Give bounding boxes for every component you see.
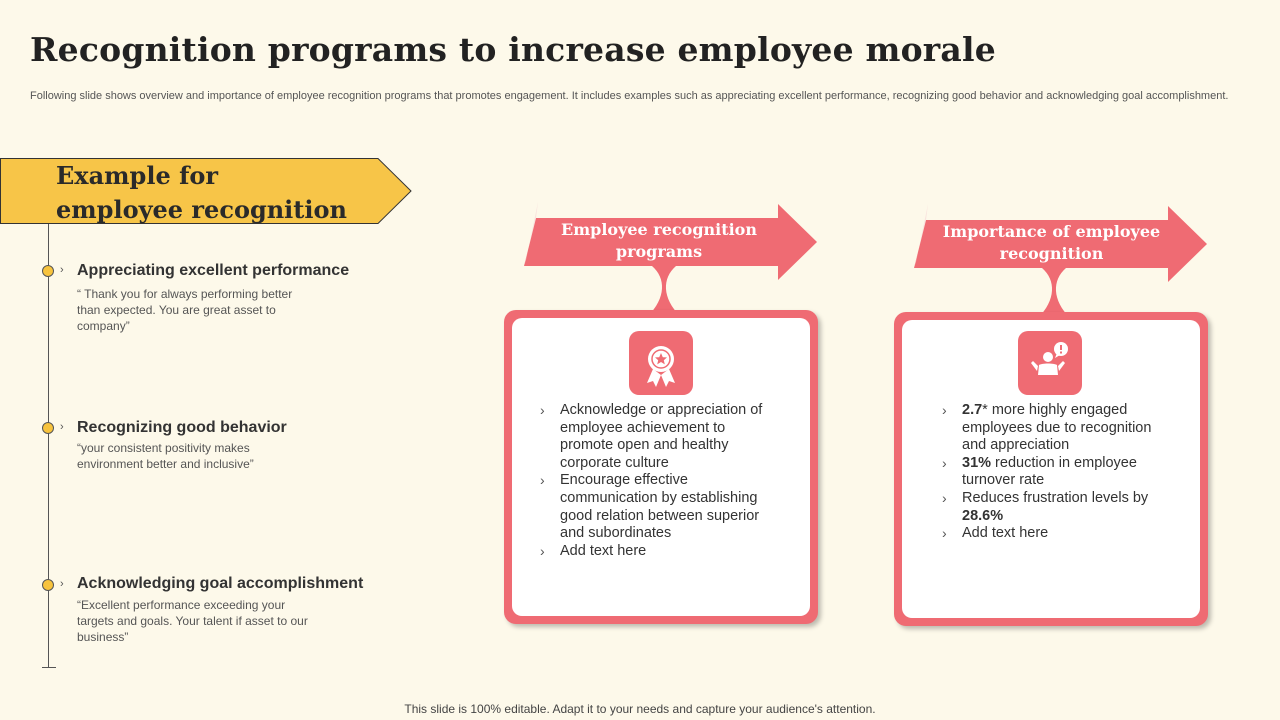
card-connector xyxy=(1038,268,1070,318)
timeline-dot xyxy=(42,265,54,277)
card-arrow-shape xyxy=(914,204,1207,282)
card-title: Employee recognition programs xyxy=(561,220,757,261)
timeline-quote: “Excellent performance exceeding your ta… xyxy=(77,598,308,644)
timeline-dot xyxy=(42,422,54,434)
timeline-heading: Acknowledging goal accomplishment xyxy=(77,575,364,592)
list-item: › Add text here xyxy=(540,542,647,559)
card-recognition-programs: Employee recognition programs › Acknowled… xyxy=(504,200,824,630)
list-item: › Acknowledge or appreciation of employee… xyxy=(540,402,763,471)
list-item: › 2.7* more highly engaged employees due … xyxy=(942,402,1152,454)
award-ribbon-icon xyxy=(629,331,693,395)
list-item: › Reduces frustration levels by 28.6% xyxy=(942,489,1149,524)
timeline-quote: “your consistent positivity makes enviro… xyxy=(77,441,254,471)
chevron-right-icon: › xyxy=(942,454,947,471)
chevron-right-icon: › xyxy=(60,421,64,433)
card-title: Importance of employee recognition xyxy=(942,222,1161,263)
chevron-right-icon: › xyxy=(942,402,947,418)
list-item: › Encourage effective communication by es… xyxy=(540,472,760,542)
card-bullet-list: › 2.7* more highly engaged employees due … xyxy=(938,402,1158,543)
timeline-quote: “ Thank you for always performing better… xyxy=(77,287,293,333)
chevron-right-icon: › xyxy=(540,472,545,489)
chevron-right-icon: › xyxy=(540,402,545,418)
chevron-right-icon: › xyxy=(60,578,64,590)
card-connector xyxy=(648,266,680,316)
banner-arrow-shape xyxy=(0,158,412,224)
page-title: Recognition programs to increase employe… xyxy=(30,30,996,69)
list-item: › Add text here xyxy=(942,525,1049,542)
card-bullet-list: › Acknowledge or appreciation of employee… xyxy=(536,402,776,560)
timeline-end-tick xyxy=(42,667,56,668)
chevron-right-icon: › xyxy=(942,489,947,506)
banner-title: Example for employee recognition xyxy=(56,161,347,224)
list-item: › 31% reduction in employee turnover rate xyxy=(942,454,1137,489)
chevron-right-icon: › xyxy=(540,542,545,559)
chevron-right-icon: › xyxy=(942,525,947,542)
footer-note: This slide is 100% editable. Adapt it to… xyxy=(404,702,876,716)
person-alert-icon xyxy=(1018,331,1082,395)
page-subtitle: Following slide shows overview and impor… xyxy=(30,90,1229,102)
example-banner: Example for employee recognition xyxy=(0,158,412,224)
timeline-heading: Recognizing good behavior xyxy=(77,419,287,436)
timeline-line xyxy=(48,224,49,668)
timeline-heading: Appreciating excellent performance xyxy=(77,262,350,279)
chevron-right-icon: › xyxy=(60,264,64,276)
timeline-dot xyxy=(42,579,54,591)
card-arrow-shape xyxy=(524,202,817,280)
card-importance: Importance of employee recognition › 2.7*… xyxy=(894,200,1214,630)
